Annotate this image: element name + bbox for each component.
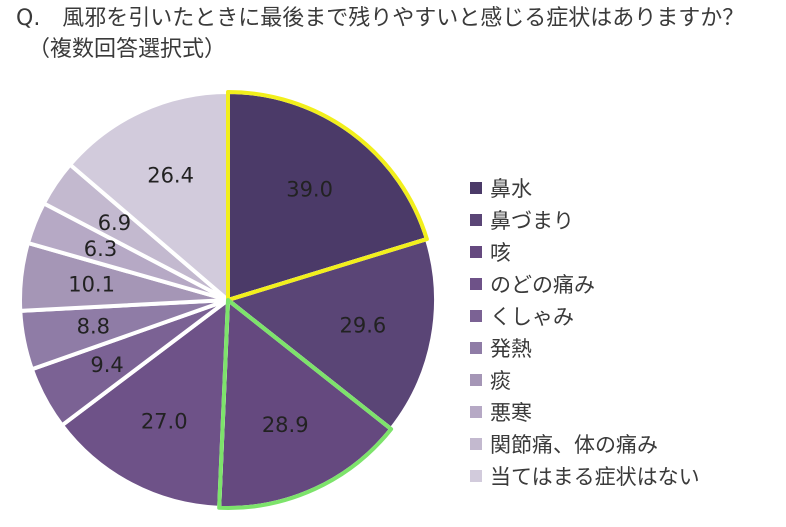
slice-3-highlight [217, 298, 394, 510]
legend-label: くしゃみ [490, 305, 574, 329]
data-label-8: 6.3 [84, 237, 117, 261]
legend-item-2: 鼻づまり [470, 204, 700, 236]
data-label-3: 28.9 [262, 413, 309, 437]
legend-swatch [470, 278, 482, 290]
legend-label: 発熱 [490, 337, 532, 361]
data-label-7: 10.1 [68, 273, 115, 297]
legend-label: 悪寒 [490, 401, 532, 425]
legend-swatch [470, 470, 482, 482]
legend-item-7: 痰 [470, 364, 700, 396]
data-label-2: 29.6 [340, 313, 387, 337]
data-label-1: 39.0 [286, 178, 333, 202]
legend-swatch [470, 182, 482, 194]
legend-label: 痰 [490, 369, 511, 393]
chart-title: Q. 風邪を引いたときに最後まで残りやすいと感じる症状はありますか？ [16, 6, 745, 31]
legend-swatch [470, 214, 482, 226]
legend-item-3: 咳 [470, 236, 700, 268]
legend-swatch [470, 342, 482, 354]
legend-item-4: のどの痛み [470, 268, 700, 300]
legend-swatch [470, 438, 482, 450]
data-label-10: 26.4 [147, 163, 194, 187]
legend-label: 関節痛、体の痛み [490, 433, 658, 457]
legend-label: 鼻水 [490, 177, 532, 201]
legend-item-10: 当てはまる症状はない [470, 460, 700, 492]
legend-swatch [470, 246, 482, 258]
legend-swatch [470, 310, 482, 322]
slice-1-highlight [226, 90, 429, 302]
data-label-5: 9.4 [90, 353, 123, 377]
legend-item-5: くしゃみ [470, 300, 700, 332]
legend-label: 鼻づまり [490, 209, 574, 233]
legend-label: 当てはまる症状はない [490, 465, 700, 489]
data-label-6: 8.8 [77, 315, 110, 339]
legend-label: 咳 [490, 241, 511, 265]
data-label-9: 6.9 [98, 211, 131, 235]
slice-2 [226, 237, 438, 432]
slice-4 [59, 298, 230, 510]
legend-label: のどの痛み [490, 273, 595, 297]
data-label-4: 27.0 [141, 410, 188, 434]
legend-item-6: 発熱 [470, 332, 700, 364]
legend-swatch [470, 406, 482, 418]
slice-10 [68, 90, 230, 302]
legend-item-8: 悪寒 [470, 396, 700, 428]
legend-swatch [470, 374, 482, 386]
legend-item-1: 鼻水 [470, 172, 700, 204]
chart-subtitle: （複数回答選択式） [28, 37, 227, 62]
chart-legend: 鼻水鼻づまり咳のどの痛みくしゃみ発熱痰悪寒関節痛、体の痛み当てはまる症状はない [470, 172, 700, 492]
legend-item-9: 関節痛、体の痛み [470, 428, 700, 460]
